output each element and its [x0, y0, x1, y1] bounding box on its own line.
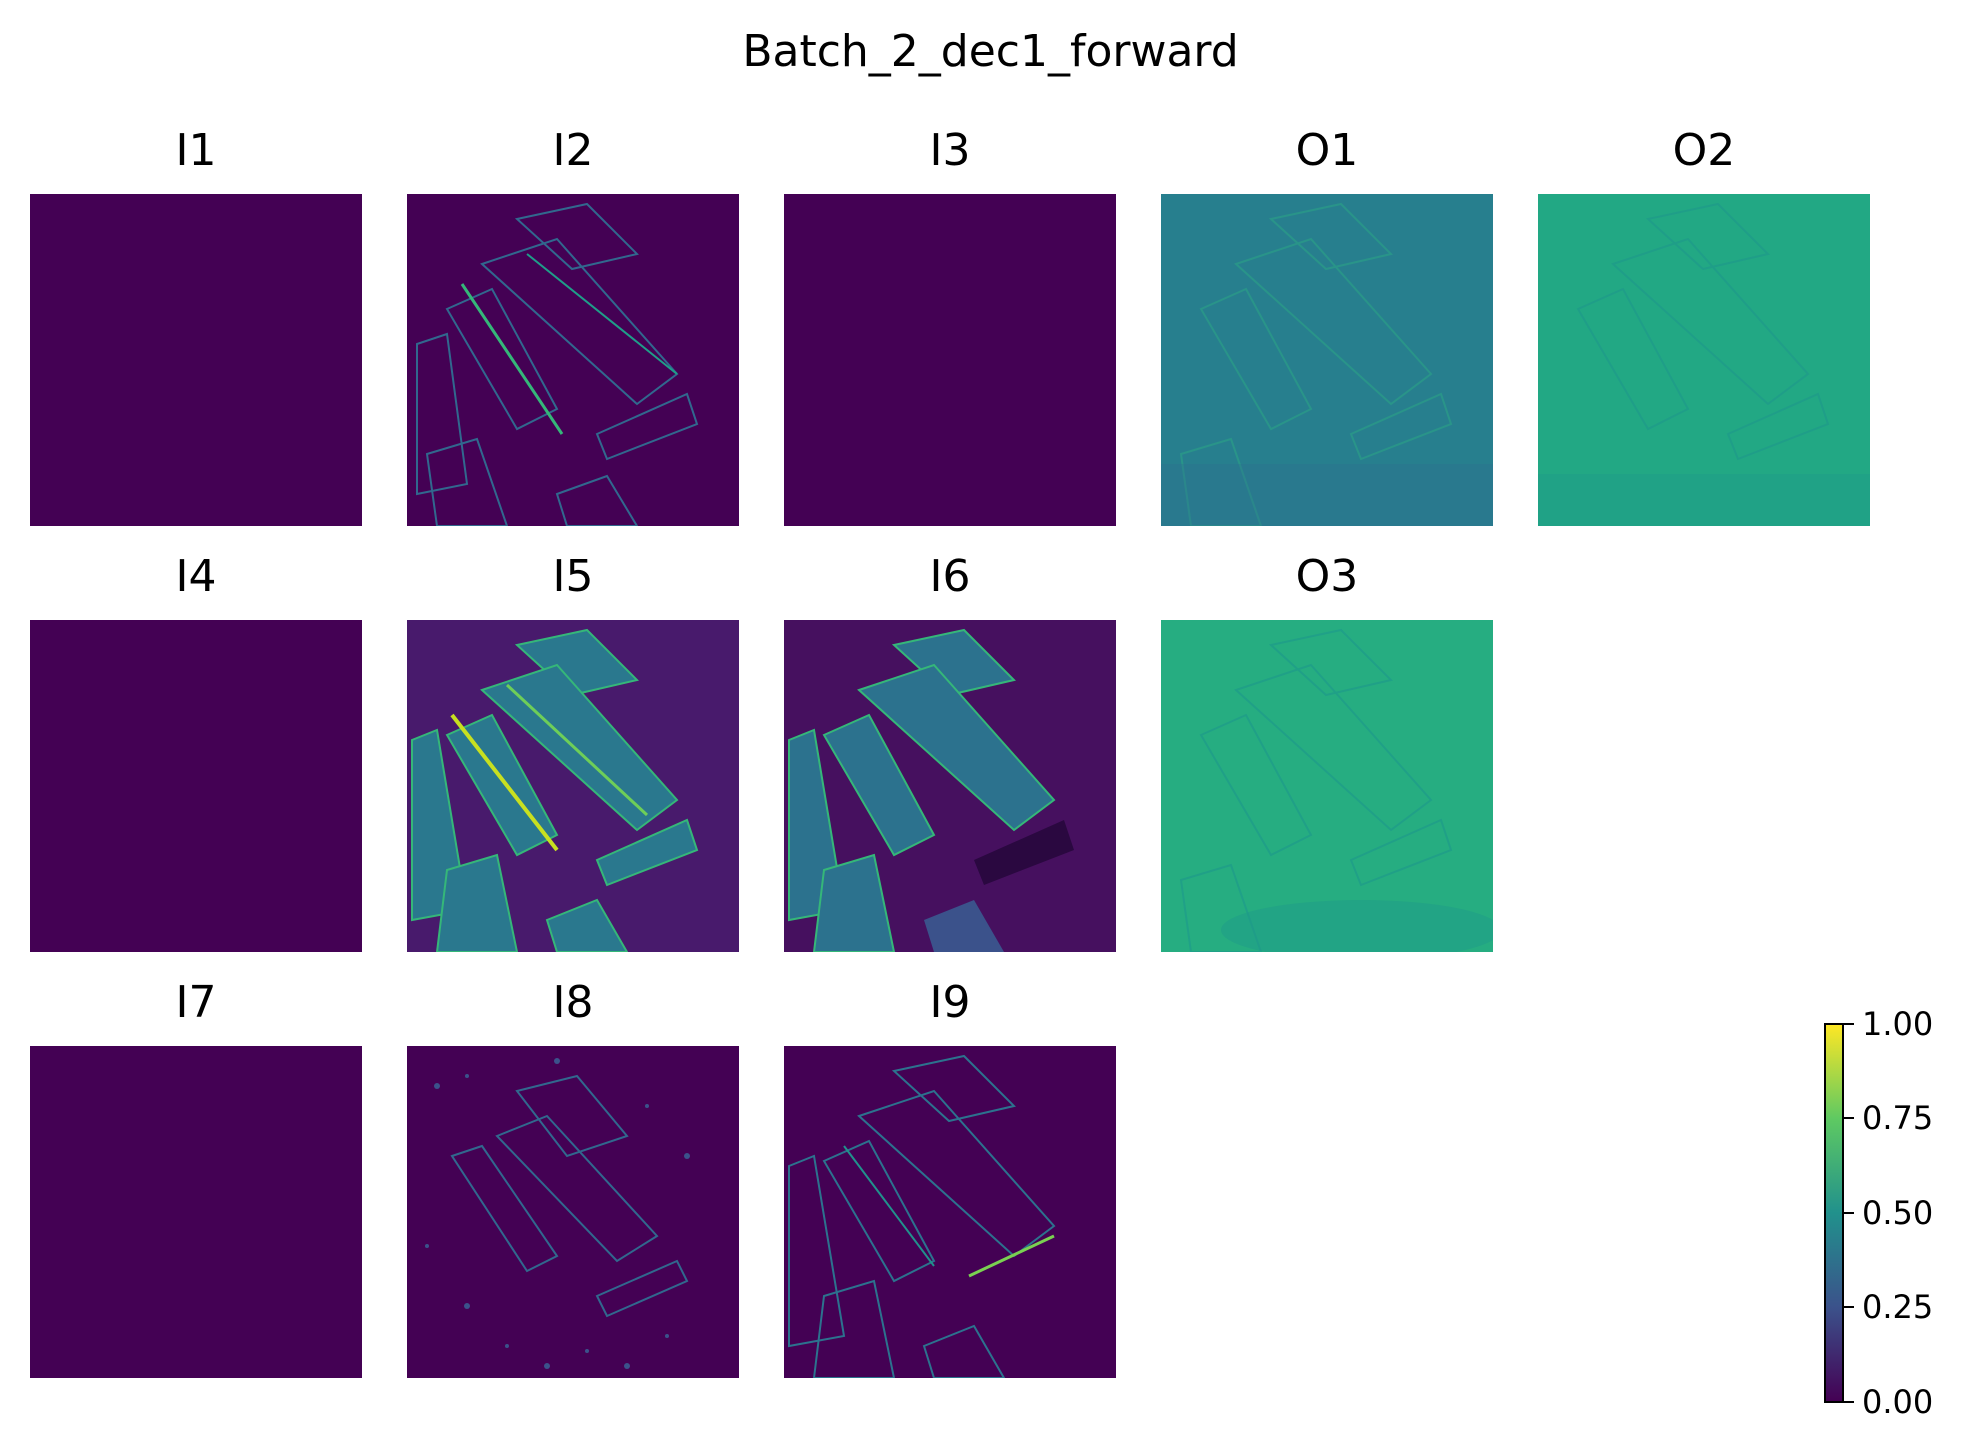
colorbar-tick — [1844, 1401, 1854, 1403]
panel-title-i8: I8 — [552, 977, 594, 1028]
panel-title-o1: O1 — [1295, 125, 1359, 176]
heatmap-panel-o1 — [1161, 194, 1493, 526]
panel-title-o2: O2 — [1672, 125, 1736, 176]
heatmap-panel-o3 — [1161, 620, 1493, 952]
heatmap-panel-i1 — [30, 194, 362, 526]
panel-title-i9: I9 — [929, 977, 971, 1028]
heatmap-panel-o2 — [1538, 194, 1870, 526]
panel-title-i3: I3 — [929, 125, 971, 176]
colorbar-tick — [1844, 1023, 1854, 1025]
heatmap-panel-i4 — [30, 620, 362, 952]
colorbar-tick — [1844, 1306, 1854, 1308]
panel-title-i7: I7 — [175, 977, 217, 1028]
panel-title-i1: I1 — [175, 125, 217, 176]
colorbar-tick-label: 0.00 — [1862, 1383, 1934, 1421]
heatmap-panel-i5 — [407, 620, 739, 952]
panel-title-i2: I2 — [552, 125, 594, 176]
panel-title-i5: I5 — [552, 551, 594, 602]
colorbar-tick — [1844, 1212, 1854, 1214]
colorbar-tick — [1844, 1117, 1854, 1119]
heatmap-panel-i8 — [407, 1046, 739, 1378]
colorbar-tick-label: 0.50 — [1862, 1194, 1934, 1232]
figure-title: Batch_2_dec1_forward — [742, 26, 1239, 77]
heatmap-panel-i7 — [30, 1046, 362, 1378]
heatmap-panel-i6 — [784, 620, 1116, 952]
colorbar-tick-label: 0.25 — [1862, 1288, 1934, 1326]
panel-title-o3: O3 — [1295, 551, 1359, 602]
heatmap-panel-i9 — [784, 1046, 1116, 1378]
panel-title-i4: I4 — [175, 551, 217, 602]
heatmap-panel-i3 — [784, 194, 1116, 526]
colorbar-tick-label: 0.75 — [1862, 1099, 1934, 1137]
heatmap-panel-i2 — [407, 194, 739, 526]
colorbar — [1824, 1023, 1844, 1403]
colorbar-tick-label: 1.00 — [1862, 1005, 1934, 1043]
panel-title-i6: I6 — [929, 551, 971, 602]
